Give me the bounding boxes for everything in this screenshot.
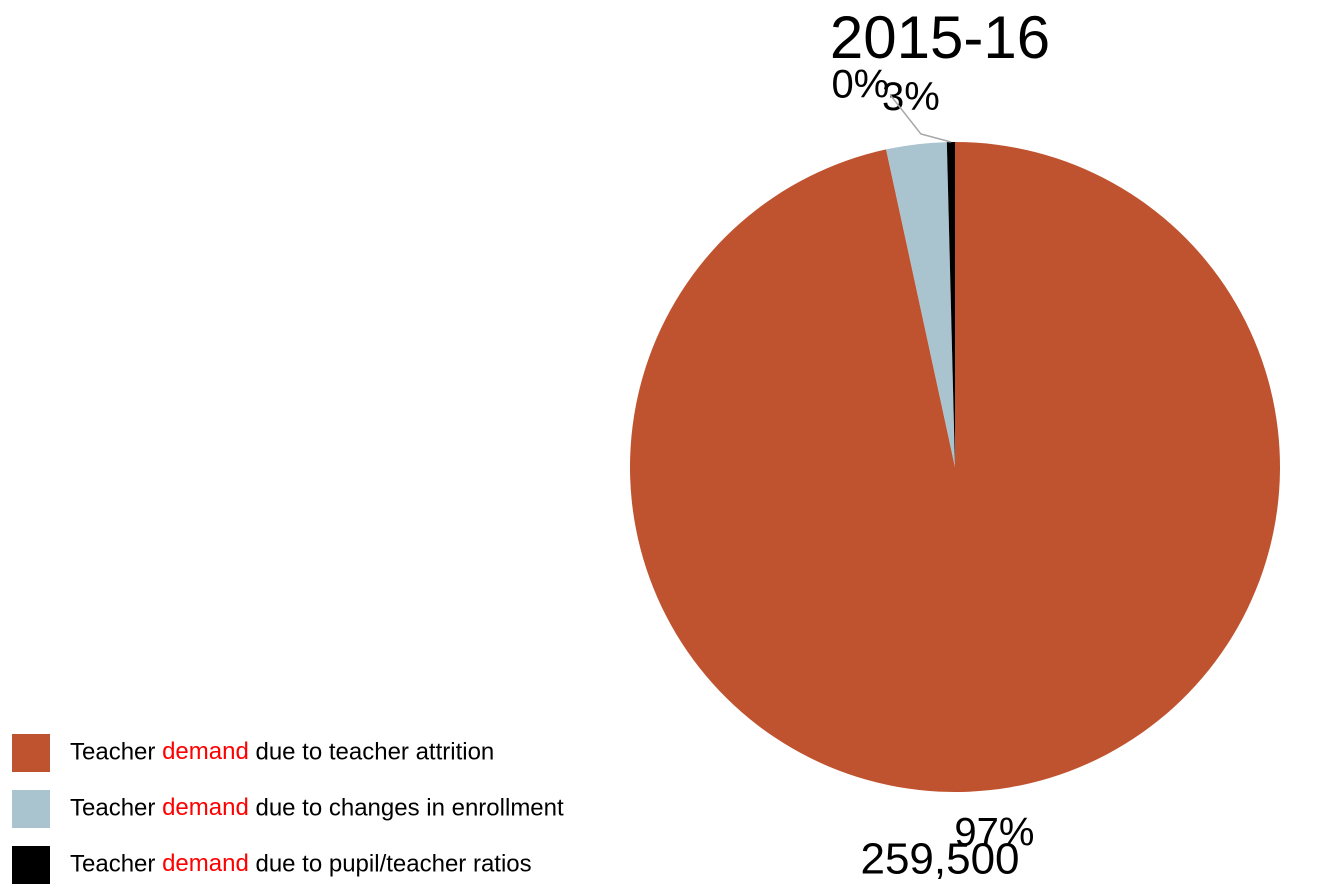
legend-label: Teacher demand due to teacher attrition: [70, 738, 494, 765]
data-label: 3%: [882, 75, 940, 119]
pie-slice: [946, 142, 955, 467]
chart-title: 2015-16: [830, 4, 1050, 71]
leader-line: [889, 94, 952, 143]
legend-swatch: [12, 790, 50, 828]
data-label: 97%: [954, 810, 1034, 854]
legend-swatch: [12, 734, 50, 772]
pie-slice: [886, 142, 955, 467]
legend-label: Teacher demand due to changes in enrollm…: [70, 794, 564, 821]
pie-slice: [630, 142, 1281, 792]
legend-swatch: [12, 846, 50, 884]
legend-label: Teacher demand due to pupil/teacher rati…: [70, 850, 532, 877]
data-label: 0%: [831, 63, 889, 107]
total-label: 259,500: [860, 835, 1019, 884]
